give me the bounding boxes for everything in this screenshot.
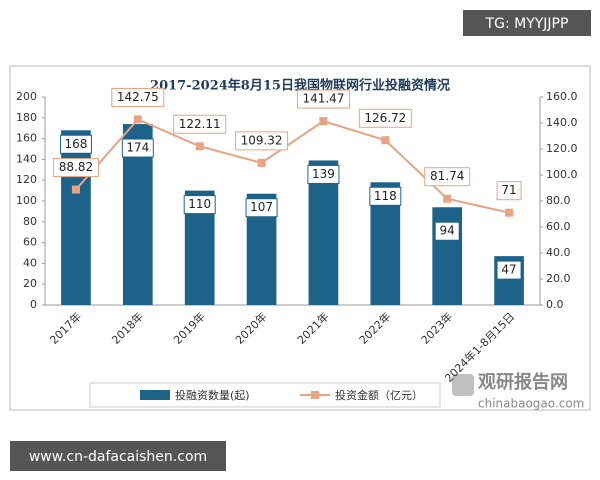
bar-value-label: 110 <box>188 197 211 211</box>
legend-label: 投融资数量(起) <box>175 388 250 402</box>
y2-tick-label: 140.0 <box>546 116 578 129</box>
y2-tick-label: 160.0 <box>546 90 578 103</box>
line-value-label-box <box>52 158 99 178</box>
bar <box>61 130 91 305</box>
y-tick-label: 100 <box>16 194 37 207</box>
logo-icon <box>452 374 474 396</box>
logo-text: 观研报告网 <box>478 371 568 393</box>
line-marker <box>505 208 514 217</box>
watermark-tg: TG: MYYJJPP <box>485 16 569 32</box>
bar-value-label: 107 <box>250 200 273 214</box>
chart-frame <box>9 65 591 411</box>
bar-value-label: 118 <box>374 189 397 203</box>
line-value-label: 141.47 <box>302 92 344 106</box>
y-tick-label: 140 <box>16 152 37 165</box>
bar-value-label: 168 <box>64 137 87 151</box>
y-tick-label: 80 <box>23 215 37 228</box>
line-marker <box>195 142 204 151</box>
line-value-label-box <box>235 131 289 151</box>
y-tick-label: 200 <box>16 90 37 103</box>
bar-value-label-box <box>121 138 154 158</box>
line-marker <box>257 158 266 167</box>
bar-value-label: 139 <box>312 167 335 181</box>
watermark-box <box>10 441 226 471</box>
legend-label: 投资金额（亿元） <box>335 388 423 402</box>
line-value-label: 81.74 <box>430 169 464 183</box>
line-value-label-box <box>111 87 165 107</box>
bar-value-label-box <box>59 134 92 154</box>
line-value-label-box <box>173 114 227 134</box>
line-value-label: 71 <box>501 183 516 197</box>
line-value-label-box <box>496 181 522 201</box>
line-value-label: 142.75 <box>117 90 159 104</box>
y2-tick-label: 40.0 <box>546 246 571 259</box>
line-marker <box>443 194 452 203</box>
y2-tick-label: 100.0 <box>546 168 578 181</box>
bar-value-label-box <box>245 198 278 218</box>
legend-swatch <box>140 390 170 400</box>
line-value-label: 122.11 <box>179 117 221 131</box>
line-value-label: 126.72 <box>364 111 406 125</box>
y-tick-label: 0 <box>30 298 37 311</box>
bar-value-label-box <box>496 260 522 280</box>
y2-tick-label: 120.0 <box>546 142 578 155</box>
line-value-label: 109.32 <box>241 133 283 147</box>
bar-value-label-box <box>307 164 340 184</box>
line-value-label-box <box>424 167 471 187</box>
bar <box>308 160 339 305</box>
y-tick-label: 120 <box>16 173 37 186</box>
bar-value-label-box <box>369 186 402 206</box>
y-tick-label: 160 <box>16 132 37 145</box>
line-value-label-box <box>358 108 412 128</box>
y2-tick-label: 0.0 <box>546 298 564 311</box>
logo-url: chinabaogao.com <box>478 397 584 411</box>
legend-swatch <box>311 391 319 399</box>
line <box>75 118 510 214</box>
line-marker <box>381 136 390 145</box>
bar-value-label: 174 <box>126 141 149 155</box>
line-marker <box>319 117 328 126</box>
watermark-box <box>463 10 591 36</box>
chart-title: 2017-2024年8月15日我国物联网行业投融资情况 <box>150 78 450 94</box>
line-value-label-box <box>296 89 350 109</box>
y2-tick-label: 60.0 <box>546 220 571 233</box>
line-marker <box>71 185 80 194</box>
y-tick-label: 20 <box>23 277 37 290</box>
bar-value-label-box <box>434 221 460 241</box>
y-tick-label: 60 <box>23 236 37 249</box>
line-marker <box>133 115 142 124</box>
y2-tick-label: 80.0 <box>546 194 571 207</box>
watermark-site: www.cn-dafacaishen.com <box>29 449 207 465</box>
y-tick-label: 40 <box>23 256 37 269</box>
bar-value-label: 94 <box>440 224 455 238</box>
line-value-label: 88.82 <box>59 160 93 174</box>
y2-tick-label: 20.0 <box>546 272 571 285</box>
bar-value-label-box <box>183 195 216 215</box>
bar-value-label: 47 <box>501 263 516 277</box>
y-tick-label: 180 <box>16 111 37 124</box>
